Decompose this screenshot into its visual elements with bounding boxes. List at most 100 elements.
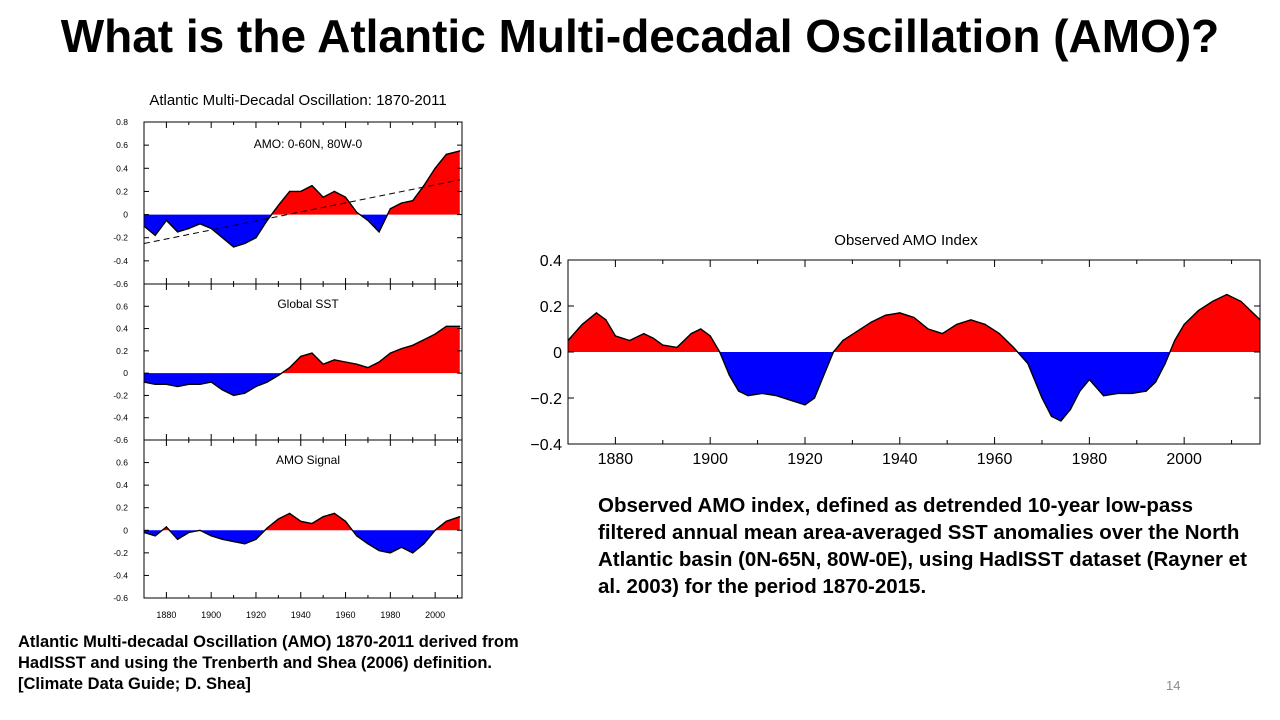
panel-2-data-point: [434, 333, 436, 335]
amo-index-data-point: [856, 330, 858, 332]
panel-1-data-point: [434, 167, 436, 169]
panel-2-data-point: [300, 355, 302, 357]
panel-1-data-point: [322, 196, 324, 198]
right-chart-title: Observed AMO Index: [834, 232, 978, 249]
amo-index-data-point: [775, 395, 778, 397]
y-tick-label: 0.2: [116, 503, 128, 513]
y-tick-label: 0.4: [540, 253, 562, 270]
panel-3-data-point: [300, 520, 302, 522]
panel-1-data-point: [412, 200, 414, 202]
slide-page-number: 14: [1166, 678, 1181, 693]
panel-3-data-point: [233, 541, 235, 543]
panel-1-data-point: [244, 242, 246, 245]
x-tick-label: 1880: [598, 451, 634, 468]
y-tick-label: 0.2: [540, 299, 562, 316]
panel-1-data-point: [277, 204, 279, 206]
panel-1-data-point: [356, 211, 358, 213]
amo-index-data-point: [1226, 293, 1228, 296]
amo-index-data-point: [1027, 362, 1029, 365]
amo-index-data-point: [1079, 390, 1081, 392]
amo-index-data-point: [1012, 346, 1015, 348]
panel-3-data-point: [412, 552, 414, 554]
amo-index-data-point: [823, 374, 825, 376]
panel-2-label: Global SST: [277, 297, 339, 311]
amo-index-data-point: [676, 346, 678, 348]
panel-1-data-point: [266, 219, 268, 221]
amo-index-data-point: [747, 395, 749, 397]
panel-2-data-point: [165, 383, 167, 385]
panel-2-data-point: [389, 352, 391, 354]
amo-index-data-point: [1174, 339, 1176, 342]
panel-3-data-point: [266, 527, 268, 529]
panel-1-data-point: [389, 208, 391, 210]
panel-3-data-point: [255, 538, 257, 540]
amo-index-data-point: [719, 351, 721, 353]
panel-1-data-point: [459, 150, 461, 152]
panel-1-data-point: [188, 227, 190, 230]
panel-3-data-point: [311, 522, 313, 525]
amo-index-data-point: [970, 319, 972, 321]
left-amo-chart: Atlantic Multi-Decadal Oscillation: 1870…: [113, 92, 463, 620]
amo-index-data-point: [790, 399, 792, 401]
panel-2-data-point: [221, 389, 223, 391]
right-chart-caption: Observed AMO index, defined as detrended…: [598, 494, 1247, 598]
amo-index-data-point: [662, 344, 664, 346]
y-tick-label: −0.2: [530, 391, 562, 408]
panel-3-data-point: [277, 518, 279, 520]
y-tick-label: 0.6: [116, 140, 128, 150]
amo-index-data-point: [813, 397, 816, 399]
amo-index-data-point: [1155, 381, 1157, 383]
amo-index-data-point: [643, 333, 645, 335]
amo-index-data-point: [1069, 408, 1071, 411]
panel-3-data-point: [367, 543, 369, 545]
amo-index-data-point: [984, 323, 986, 325]
panel-3-data-point: [400, 546, 403, 548]
panel-1-data-point: [177, 231, 179, 233]
panel-2-data-point: [289, 367, 291, 369]
panel-2-data-point: [344, 361, 347, 363]
amo-index-data-point: [927, 328, 929, 330]
panel-2-data-point: [266, 381, 268, 383]
amo-index-data-point: [652, 337, 654, 339]
panel-1-data-point: [400, 202, 403, 204]
amo-index-data-point: [700, 328, 702, 330]
y-tick-label: -0.2: [113, 233, 128, 243]
amo-index-data-point: [870, 321, 872, 323]
amo-index-data-point: [1164, 362, 1166, 365]
panel-2-data-point: [277, 374, 279, 376]
amo-index-data-point: [1088, 379, 1090, 381]
panel-1-data-point: [423, 185, 425, 187]
y-tick-label: 0.2: [116, 186, 128, 196]
panel-3-data-point: [188, 531, 190, 534]
y-tick-label: 0.8: [116, 117, 128, 127]
left-chart-title: Atlantic Multi-Decadal Oscillation: 1870…: [149, 92, 446, 109]
x-tick-label: 1900: [692, 451, 728, 468]
panel-1-data-point: [221, 237, 223, 239]
y-tick-label: -0.6: [113, 435, 128, 445]
y-tick-label: -0.4: [113, 413, 128, 423]
y-tick-label: 0: [553, 345, 562, 362]
panel-3-data-point: [154, 535, 156, 537]
panel-1-data-point: [344, 196, 347, 198]
panel-2-data-point: [356, 363, 358, 365]
x-tick-label: 1980: [1072, 451, 1108, 468]
x-tick-label: 1940: [291, 610, 311, 620]
amo-index-data-point: [1117, 392, 1119, 394]
x-tick-label: 2000: [425, 610, 445, 620]
panel-3-data-point: [344, 520, 347, 522]
panel-2-data-point: [333, 359, 335, 361]
panel-3-data-point: [210, 535, 212, 537]
panel-2-data-point: [412, 344, 414, 346]
y-tick-label: -0.2: [113, 390, 128, 400]
x-tick-label: 1920: [787, 451, 823, 468]
y-tick-label: -0.2: [113, 548, 128, 558]
panel-3-data-point: [389, 552, 391, 554]
x-tick-label: 1960: [977, 451, 1013, 468]
amo-index-negative-area: [568, 352, 1260, 421]
panel-1-data-point: [255, 237, 257, 239]
panel-2-data-point: [199, 383, 201, 385]
panel-2: Global SST 0.6 0.4 0.2 0 -0.2 -0.4 -0.6: [113, 283, 463, 445]
panel-3-data-point: [356, 535, 358, 537]
amo-index-data-point: [629, 339, 631, 342]
panel-1-data-point: [333, 190, 335, 192]
